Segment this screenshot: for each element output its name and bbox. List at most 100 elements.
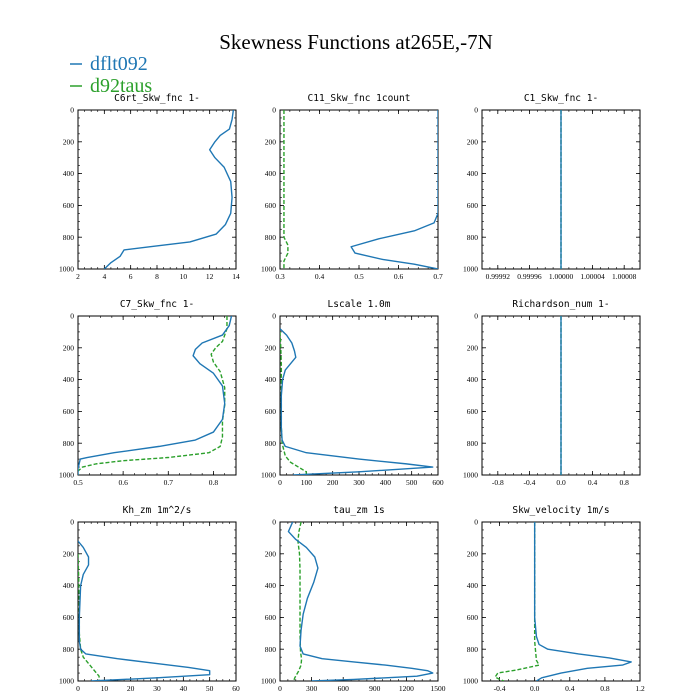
x-tick-label: 0.4 (588, 478, 598, 487)
x-tick-label: 40 (180, 684, 188, 693)
y-tick-label: 400 (63, 581, 75, 590)
x-tick-label: 8 (155, 272, 159, 281)
y-tick-label: 0 (474, 106, 478, 115)
x-tick-label: 0 (76, 684, 80, 693)
y-tick-label: 200 (467, 137, 479, 146)
y-tick-label: 800 (265, 645, 277, 654)
y-tick-label: 800 (467, 645, 479, 654)
y-tick-label: 1000 (463, 471, 478, 480)
x-tick-label: 0.8 (209, 478, 219, 487)
y-tick-label: 1000 (59, 471, 74, 480)
x-tick-label: 900 (369, 684, 381, 693)
x-tick-label: 4 (102, 272, 106, 281)
x-tick-label: -0.8 (492, 478, 504, 487)
y-tick-label: 200 (63, 343, 75, 352)
y-tick-label: 800 (265, 233, 277, 242)
panel-richardson-num-1: Richardson_num 1- -0.8 -0.4 0.0 0.4 0.8 0 200 40… (463, 299, 641, 487)
panel-c1-skw-fnc-1: C1_Skw_fnc 1- 0.99992 0.99996 1.00000 1.0000… (463, 93, 641, 281)
series-line-dflt092 (78, 540, 211, 681)
panel-title: tau_zm 1s (333, 505, 384, 516)
x-tick-label: 10 (101, 684, 109, 693)
x-tick-label: 6 (129, 272, 133, 281)
panel-title: C11_Skw_fnc 1count (308, 93, 411, 104)
x-tick-label: 30 (153, 684, 161, 693)
y-tick-label: 600 (265, 201, 277, 210)
y-tick-label: 0 (70, 518, 74, 527)
series-line-d92taus (283, 110, 289, 269)
series-line-d92taus (280, 331, 308, 475)
y-tick-label: 1000 (463, 265, 478, 274)
x-tick-label: 0.0 (556, 478, 566, 487)
y-tick-label: 400 (63, 169, 75, 178)
x-tick-label: 100 (301, 478, 313, 487)
series-line-dflt092 (280, 328, 434, 475)
panel-kh-zm-1m-2-s: Kh_zm 1m^2/s0 10 20 30 40 50 60020040060080010… (59, 505, 240, 693)
series-line-dflt092 (287, 522, 434, 681)
y-tick-label: 0 (474, 312, 478, 321)
y-tick-label: 200 (265, 343, 277, 352)
y-tick-label: 400 (265, 169, 277, 178)
legend: dflt092 d92taus (70, 53, 152, 97)
x-tick-label: 0.4 (315, 272, 325, 281)
x-tick-label: 1200 (399, 684, 414, 693)
x-tick-label: 0.99992 (486, 272, 511, 281)
series-line-d92taus (78, 316, 228, 475)
panel-title: C7_Skw_fnc 1- (120, 299, 194, 310)
panel-tau-zm-1s: tau_zm 1s 0 300 600 900 1200 1500 0 200 400 600 800… (261, 505, 446, 693)
y-tick-label: 200 (467, 343, 479, 352)
panel-lscale-1-0m: Lscale 1.0m 0 100 200 300 400 500 600 0 200 400 600… (261, 299, 444, 487)
x-tick-label: 0.8 (620, 478, 630, 487)
series-line-d92taus (494, 522, 540, 681)
panel-c11-skw-fnc-1count: C11_Skw_fnc 1count 0.3 0.4 0.5 0.6 0.7 0 200 400… (261, 93, 443, 281)
y-tick-label: 1000 (261, 265, 276, 274)
y-tick-label: 0 (272, 312, 276, 321)
y-tick-label: 200 (467, 549, 479, 558)
x-tick-label: 500 (406, 478, 418, 487)
series-line-dflt092 (350, 110, 438, 269)
y-tick-label: 800 (63, 233, 75, 242)
x-tick-label: 300 (306, 684, 318, 693)
series-line-dflt092 (533, 522, 632, 681)
y-tick-label: 1000 (261, 677, 276, 686)
panel-title: Lscale 1.0m (328, 299, 391, 310)
series-line-dflt092 (103, 110, 235, 269)
y-tick-label: 600 (265, 407, 277, 416)
legend-label-d92taus: d92taus (90, 75, 152, 97)
x-tick-label: 1500 (431, 684, 446, 693)
y-tick-label: 600 (265, 613, 277, 622)
x-tick-label: 20 (127, 684, 135, 693)
x-tick-label: 0.6 (118, 478, 128, 487)
y-tick-label: 0 (272, 106, 276, 115)
x-tick-label: -0.4 (494, 684, 506, 693)
y-tick-label: 600 (63, 613, 75, 622)
plot-frame (77, 521, 237, 682)
x-tick-label: 200 (327, 478, 339, 487)
panel-title: Kh_zm 1m^2/s (123, 505, 192, 516)
panel-c7-skw-fnc-1: C7_Skw_fnc 1- 0.5 0.6 0.7 0.8 0 200 400 600 800 10… (59, 299, 237, 487)
y-tick-label: 1000 (261, 471, 276, 480)
plot-frame (77, 315, 237, 476)
x-tick-label: 12 (206, 272, 214, 281)
x-tick-label: 0 (278, 684, 282, 693)
y-tick-label: 1000 (59, 265, 74, 274)
panel-skw-velocity-1m-s: Skw_velocity 1m/s -0.4 0.0 0.4 0.8 1.2 0 200 400… (463, 505, 645, 693)
y-tick-label: 800 (265, 439, 277, 448)
x-tick-label: 10 (180, 272, 188, 281)
x-tick-label: 0.3 (275, 272, 285, 281)
y-tick-label: 400 (467, 375, 479, 384)
series-line-d92taus (78, 553, 100, 681)
y-tick-label: 200 (265, 549, 277, 558)
series-line-dflt092 (78, 316, 233, 475)
y-tick-label: 400 (265, 375, 277, 384)
x-tick-label: 50 (206, 684, 214, 693)
x-tick-label: -0.4 (523, 478, 535, 487)
y-tick-label: 600 (63, 407, 75, 416)
x-tick-label: 300 (353, 478, 365, 487)
x-tick-label: 0.5 (73, 478, 83, 487)
y-tick-label: 0 (70, 106, 74, 115)
y-tick-label: 200 (63, 549, 75, 558)
y-tick-label: 400 (467, 169, 479, 178)
plot-frame (279, 315, 439, 476)
x-tick-label: 0 (278, 478, 282, 487)
